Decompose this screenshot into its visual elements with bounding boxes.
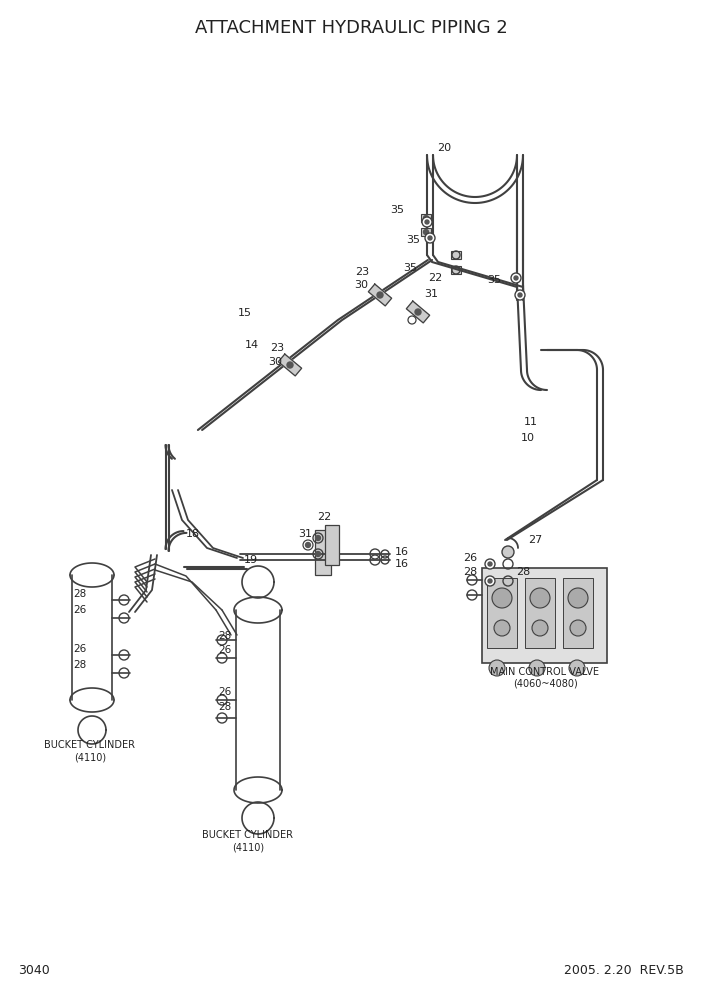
Circle shape: [489, 660, 505, 676]
Circle shape: [514, 276, 518, 280]
Text: 3040: 3040: [18, 963, 50, 976]
Text: 16: 16: [395, 547, 409, 557]
Text: 28: 28: [218, 631, 231, 641]
Circle shape: [422, 217, 432, 227]
Text: 19: 19: [244, 555, 258, 565]
Text: 26: 26: [74, 644, 87, 654]
Circle shape: [423, 215, 428, 220]
Bar: [325, 525, 339, 565]
Text: 26: 26: [74, 605, 87, 615]
Circle shape: [532, 620, 548, 636]
Circle shape: [287, 362, 293, 368]
Circle shape: [515, 290, 525, 300]
Text: (4060~4080): (4060~4080): [512, 679, 577, 689]
Text: 28: 28: [74, 660, 87, 670]
Text: 2005. 2.20  REV.5B: 2005. 2.20 REV.5B: [564, 963, 684, 976]
Text: BUCKET CYLINDER: BUCKET CYLINDER: [44, 740, 135, 750]
Text: 35: 35: [403, 263, 417, 273]
Text: 28: 28: [74, 589, 87, 599]
Circle shape: [488, 579, 492, 583]
Text: 22: 22: [428, 273, 442, 283]
Text: 26: 26: [218, 687, 231, 697]
Text: 35: 35: [487, 275, 501, 285]
Circle shape: [377, 292, 383, 298]
Text: 23: 23: [355, 267, 369, 277]
Circle shape: [511, 273, 521, 283]
Circle shape: [315, 552, 321, 557]
Text: 16: 16: [395, 559, 409, 569]
Text: 26: 26: [463, 553, 477, 563]
Bar: [482, 568, 607, 663]
Bar: [421, 228, 431, 236]
Text: 20: 20: [437, 143, 451, 153]
Circle shape: [568, 588, 588, 608]
Circle shape: [530, 588, 550, 608]
Text: BUCKET CYLINDER: BUCKET CYLINDER: [202, 830, 293, 840]
Text: 22: 22: [317, 512, 331, 522]
Bar: [451, 251, 461, 259]
Circle shape: [492, 588, 512, 608]
Circle shape: [425, 220, 429, 224]
Text: 31: 31: [424, 289, 438, 299]
Polygon shape: [369, 284, 392, 306]
Circle shape: [570, 620, 586, 636]
Circle shape: [428, 236, 432, 240]
Circle shape: [502, 546, 514, 558]
Circle shape: [485, 576, 495, 586]
Circle shape: [415, 309, 421, 315]
Circle shape: [518, 293, 522, 297]
Circle shape: [305, 543, 310, 548]
Circle shape: [425, 233, 435, 243]
Bar: [451, 266, 461, 274]
Text: 14: 14: [245, 340, 259, 350]
Text: 23: 23: [270, 343, 284, 353]
Text: 18: 18: [186, 529, 200, 539]
Bar: [525, 578, 555, 648]
Text: MAIN CONTROL VALVE: MAIN CONTROL VALVE: [491, 667, 600, 677]
Circle shape: [488, 562, 492, 566]
Text: 28: 28: [463, 567, 477, 577]
Text: 11: 11: [524, 417, 538, 427]
Circle shape: [494, 620, 510, 636]
Text: 10: 10: [521, 433, 535, 443]
Circle shape: [569, 660, 585, 676]
Circle shape: [423, 229, 428, 234]
Text: 30: 30: [268, 357, 282, 367]
Text: 28: 28: [218, 702, 231, 712]
Text: 28: 28: [516, 567, 530, 577]
Text: 31: 31: [298, 529, 312, 539]
Text: (4110): (4110): [74, 752, 106, 762]
Text: 30: 30: [354, 280, 368, 290]
Bar: [563, 578, 593, 648]
Text: (4110): (4110): [232, 842, 264, 852]
Text: 15: 15: [238, 308, 252, 318]
Bar: [421, 214, 431, 222]
Polygon shape: [406, 302, 430, 323]
Bar: [487, 578, 517, 648]
Text: ATTACHMENT HYDRAULIC PIPING 2: ATTACHMENT HYDRAULIC PIPING 2: [194, 19, 508, 37]
Polygon shape: [279, 354, 302, 376]
Text: 27: 27: [528, 535, 542, 545]
Text: 35: 35: [390, 205, 404, 215]
Bar: [315, 530, 331, 575]
Text: 35: 35: [406, 235, 420, 245]
Circle shape: [315, 536, 321, 541]
Text: 26: 26: [218, 645, 231, 655]
Circle shape: [529, 660, 545, 676]
Circle shape: [485, 559, 495, 569]
